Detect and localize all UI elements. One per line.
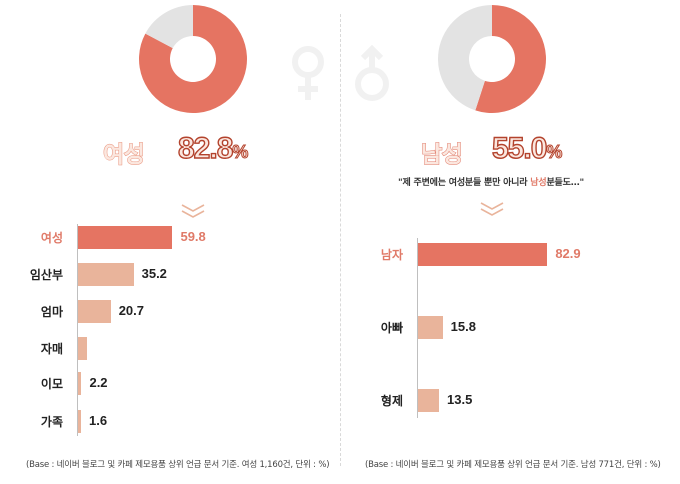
bar-여성 xyxy=(78,225,173,249)
bar-엄마 xyxy=(78,299,111,323)
female-symbol-icon xyxy=(292,46,324,100)
men-quote-after: 분들도…" xyxy=(546,178,584,188)
men-percent-number: 55.0 xyxy=(491,131,548,165)
bar-category-label: 엄마 xyxy=(40,305,63,319)
bar-이모 xyxy=(78,371,82,395)
bar-value-label: 2.2 xyxy=(89,375,108,390)
bar-value-label: 59.8 xyxy=(180,229,206,244)
women-percent: 82.8% xyxy=(177,131,249,166)
bar-남자 xyxy=(418,242,548,266)
bar-axis-line xyxy=(77,224,78,436)
men-donut-slice-main xyxy=(475,5,546,113)
bar-category-label: 남자 xyxy=(380,248,403,262)
men-title: 남성 xyxy=(420,142,463,169)
chevron-down-icon xyxy=(480,202,504,216)
women-percent-unit: % xyxy=(232,142,249,163)
bar-value-label: 1.6 xyxy=(89,413,108,428)
bar-axis-line xyxy=(417,238,418,418)
male-symbol-icon xyxy=(355,44,389,101)
bar-value-label: 15.8 xyxy=(450,319,476,334)
bar-아빠 xyxy=(418,315,443,339)
men-donut-chart xyxy=(438,5,546,113)
bar-임산부 xyxy=(78,262,134,286)
men-base-note: (Base : 네이버 블로그 및 카페 제모용품 상위 언급 문서 기준. 남… xyxy=(365,460,661,470)
bar-category-label: 자매 xyxy=(40,342,63,356)
bar-category-label: 가족 xyxy=(40,415,63,429)
bar-category-label: 임산부 xyxy=(29,268,63,282)
bar-category-label: 이모 xyxy=(40,377,63,391)
bar-가족 xyxy=(78,409,81,433)
center-divider xyxy=(340,14,341,466)
bar-value-label: 82.9 xyxy=(555,246,581,261)
bar-형제 xyxy=(418,388,440,412)
men-quote-before: "제 주변에는 여성분들 뿐만 아니라 xyxy=(398,178,531,188)
bar-자매 xyxy=(78,336,88,360)
bar-value-label: 35.2 xyxy=(141,266,167,281)
women-title: 여성 xyxy=(102,142,145,169)
men-percent: 55.0% xyxy=(491,131,563,166)
men-quote-highlight: 남성 xyxy=(530,178,547,188)
women-donut-slice-main xyxy=(139,5,247,113)
bar-category-label: 아빠 xyxy=(380,321,403,335)
women-base-note: (Base : 네이버 블로그 및 카페 제모용품 상위 언급 문서 기준. 여… xyxy=(26,460,330,470)
men-donut-slice-rest xyxy=(438,5,492,111)
women-donut-slice-rest xyxy=(145,5,193,49)
men-quote: "제 주변에는 여성분들 뿐만 아니라 남성분들도…" xyxy=(398,175,584,188)
bar-value-label: 13.5 xyxy=(447,392,473,407)
bar-category-label: 여성 xyxy=(40,231,63,245)
women-percent-number: 82.8 xyxy=(177,131,234,165)
women-donut-chart xyxy=(139,5,247,113)
bar-value-label: 20.7 xyxy=(118,303,145,318)
chevron-down-icon xyxy=(181,204,205,218)
men-percent-unit: % xyxy=(546,142,563,163)
bar-category-label: 형제 xyxy=(380,394,403,408)
